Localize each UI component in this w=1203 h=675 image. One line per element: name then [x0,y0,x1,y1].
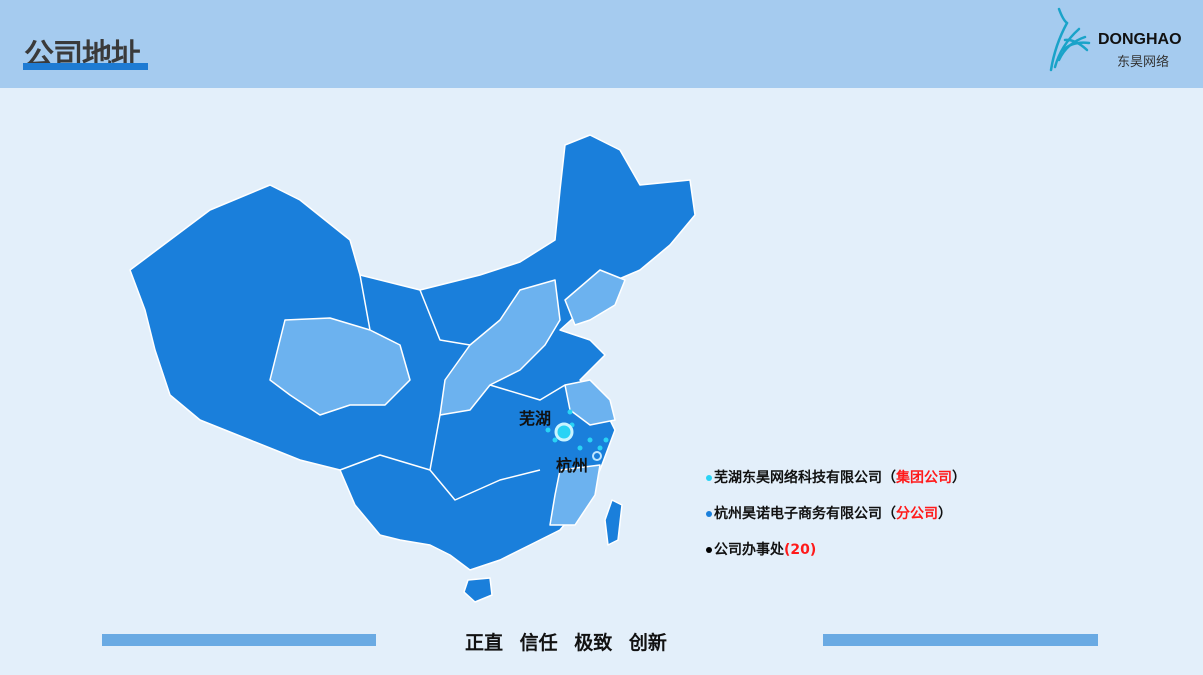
legend-tag: 分公司 [896,506,938,522]
footer-motto: 正直 信任 极致 创新 [465,632,667,654]
cyan-dot-icon [706,475,712,481]
legend-count: 20 [790,542,810,558]
city-label-hangzhou: 杭州 [556,456,589,475]
footer-line-left [102,634,376,646]
city-label-wuhu: 芜湖 [519,409,552,428]
paren: ） [952,470,966,486]
legend-name: 杭州昊诺电子商务有限公司 [714,506,882,522]
paren: （ [882,470,896,486]
region-qinghai [269,317,411,416]
legend-tag: 集团公司 [896,470,952,486]
logo-text: DONGHAO [1098,31,1182,48]
logo-subtext: 东昊网络 [1117,55,1170,70]
paren: ） [938,506,952,522]
hangzhou-marker [592,451,602,461]
china-mainland [129,134,696,571]
region-north [439,279,561,416]
legend-name: 芜湖东昊网络科技有限公司 [714,470,882,486]
title-underline [23,63,148,70]
legend-item-offices: 公司办事处(20) [706,539,816,559]
paren: ) [809,542,817,558]
legend-item-branch: 杭州昊诺电子商务有限公司（分公司） [706,503,952,523]
footer-line-right [823,634,1098,646]
header [0,0,1203,88]
black-dot-icon [706,547,712,553]
legend-item-hq: 芜湖东昊网络科技有限公司（集团公司） [706,467,966,487]
wuhu-marker [554,422,574,442]
region-hainan [463,577,493,603]
logo-wing-icon [1049,7,1091,72]
region-fujian [549,464,601,526]
region-liaoning [564,269,626,326]
region-taiwan [604,499,623,546]
paren: （ [882,506,896,522]
legend-name: 公司办事处 [714,542,784,558]
paren: ( [784,542,791,558]
blue-dot-icon [706,511,712,517]
